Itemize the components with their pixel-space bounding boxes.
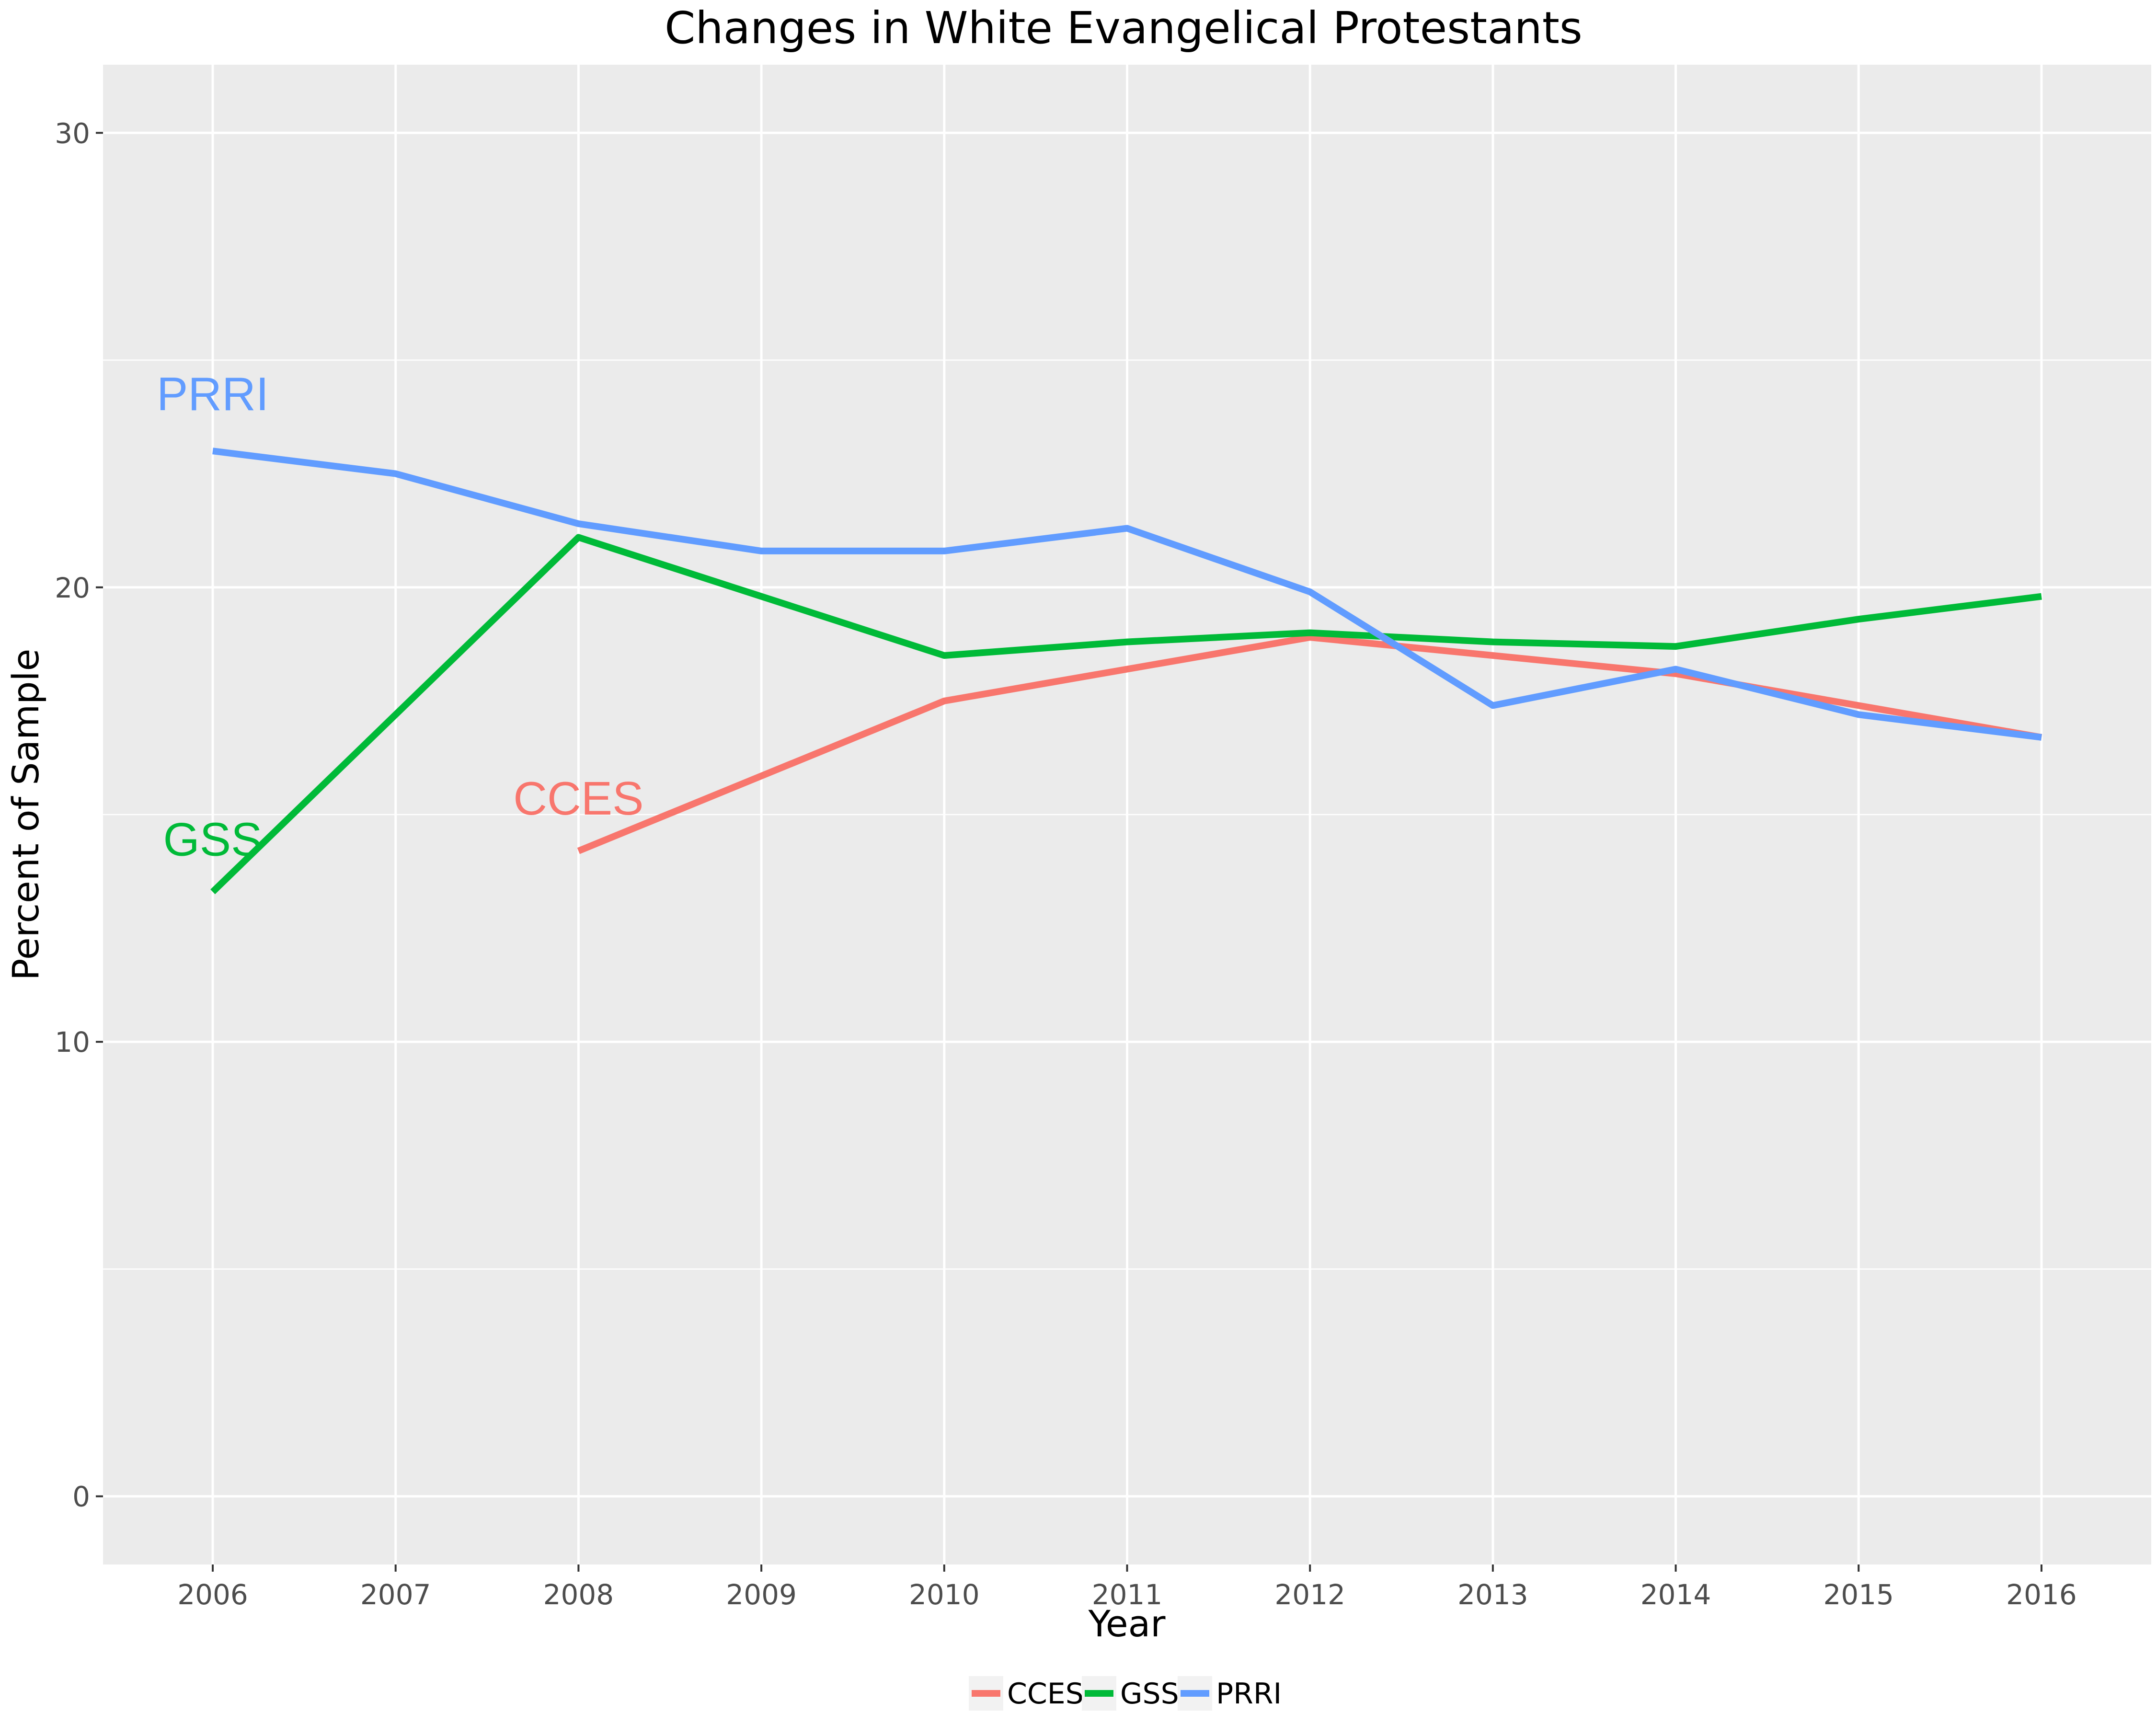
y-tick-label: 10: [55, 1026, 90, 1058]
x-tick-label: 2015: [1823, 1578, 1894, 1611]
legend-label-gss: GSS: [1120, 1677, 1179, 1711]
y-tick-label: 20: [55, 572, 90, 604]
y-axis-title: Percent of Sample: [4, 649, 47, 981]
legend: CCES GSS PRRI: [969, 1676, 1282, 1711]
x-tick-label: 2013: [1457, 1578, 1528, 1611]
annotation-gss: GSS: [163, 813, 263, 865]
series-annotations: PRRI GSS CCES: [157, 368, 644, 866]
legend-label-prri: PRRI: [1216, 1677, 1282, 1711]
x-tick-label: 2010: [909, 1578, 980, 1611]
x-tick-label: 2008: [543, 1578, 614, 1611]
major-gridlines: [103, 65, 2151, 1564]
y-tick-label: 0: [72, 1481, 90, 1513]
x-tick-label: 2016: [2006, 1578, 2077, 1611]
legend-label-cces: CCES: [1007, 1677, 1084, 1711]
chart-title: Changes in White Evangelical Protestants: [665, 2, 1583, 54]
x-axis: 2006 2007 2008 2009 2010 2011 2012 2013 2014 2015…: [177, 1564, 2077, 1611]
series-lines: [210, 448, 2042, 895]
series-line-prri: [212, 448, 2042, 741]
x-tick-label: 2014: [1640, 1578, 1711, 1611]
y-tick-label: 30: [55, 117, 90, 150]
annotation-cces: CCES: [513, 772, 643, 825]
y-axis: 0 10 20 30: [55, 117, 103, 1513]
x-axis-title: Year: [1088, 1602, 1166, 1645]
series-line-gss: [210, 534, 2042, 895]
x-tick-label: 2006: [177, 1578, 248, 1611]
x-tick-label: 2011: [1092, 1578, 1163, 1611]
annotation-prri: PRRI: [157, 368, 269, 420]
x-tick-label: 2007: [360, 1578, 431, 1611]
x-tick-label: 2012: [1274, 1578, 1345, 1611]
x-tick-label: 2009: [726, 1578, 797, 1611]
